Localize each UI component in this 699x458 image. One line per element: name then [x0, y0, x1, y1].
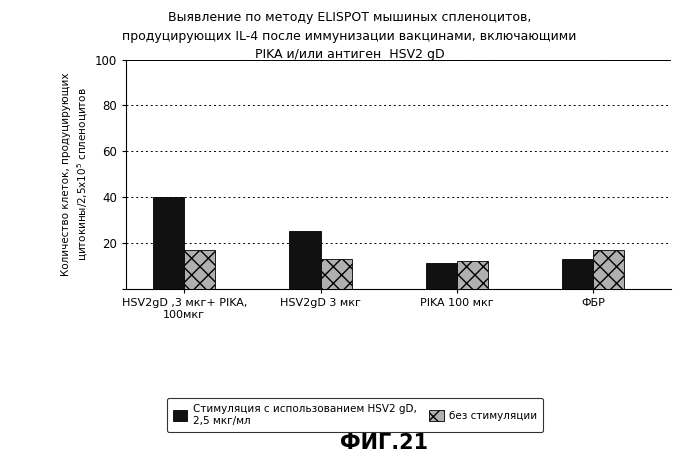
- Bar: [562, 259, 593, 289]
- Text: ФИГ.21: ФИГ.21: [340, 433, 428, 453]
- Bar: [426, 263, 457, 289]
- Bar: [185, 250, 215, 289]
- Text: PIKA и/или антиген  HSV2 gD: PIKA и/или антиген HSV2 gD: [254, 48, 445, 61]
- Y-axis label: Количество клеток, продуцирующих
цитокины/2,5x10$^5$ спленоцитов: Количество клеток, продуцирующих цитокин…: [61, 72, 90, 276]
- Legend: Стимуляция с использованием HSV2 gD,
2,5 мкг/мл, без стимуляции: Стимуляция с использованием HSV2 gD, 2,5…: [166, 398, 543, 432]
- Bar: [593, 250, 624, 289]
- Bar: [289, 231, 321, 289]
- Text: Выявление по методу ELISPOT мышиных спленоцитов,: Выявление по методу ELISPOT мышиных спле…: [168, 11, 531, 24]
- Bar: [457, 261, 488, 289]
- Bar: [321, 259, 352, 289]
- Text: продуцирующих IL-4 после иммунизации вакцинами, включающими: продуцирующих IL-4 после иммунизации вак…: [122, 30, 577, 43]
- Bar: [153, 197, 185, 289]
